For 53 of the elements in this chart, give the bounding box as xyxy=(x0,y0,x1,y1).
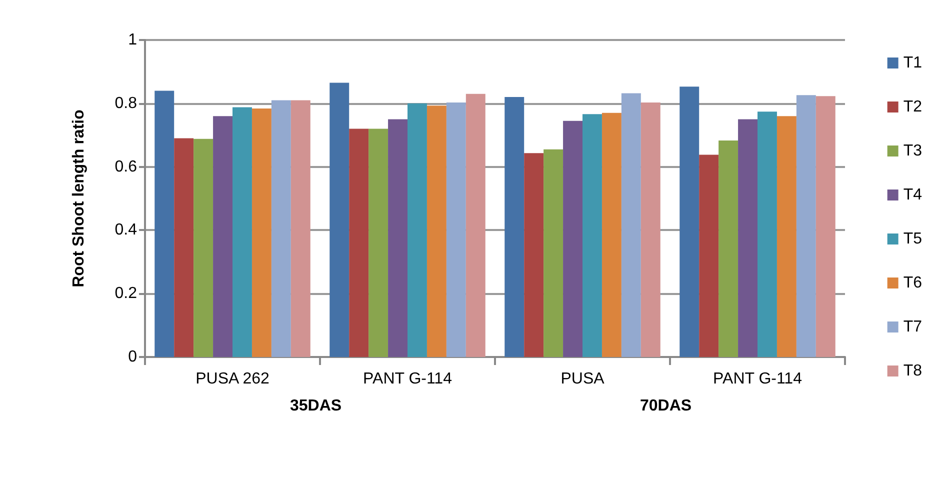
text: 70DAS xyxy=(640,398,692,414)
bar xyxy=(582,114,602,357)
x-tick-label: PANT G-114 xyxy=(713,370,802,388)
bar xyxy=(699,154,719,357)
y-tick-label: 0.4 xyxy=(114,222,138,239)
legend-label: T6 xyxy=(903,274,922,292)
bar xyxy=(621,93,641,357)
y-axis-title: Root Shoot length ratio xyxy=(70,109,88,288)
x-tick-label: PUSA xyxy=(560,370,605,388)
text: 35DAS xyxy=(290,398,342,414)
bar xyxy=(368,128,388,357)
bar xyxy=(563,120,582,357)
bar xyxy=(602,112,622,357)
bar xyxy=(524,153,544,357)
bar xyxy=(816,96,836,357)
y-tick-label: 0.8 xyxy=(114,94,138,112)
bar xyxy=(426,106,446,357)
bar xyxy=(640,102,660,357)
bar xyxy=(213,116,232,357)
bar xyxy=(252,108,272,357)
bar xyxy=(290,100,310,357)
legend-label: T2 xyxy=(903,98,922,116)
bar xyxy=(776,116,796,357)
bar xyxy=(796,95,816,357)
legend-label: T5 xyxy=(903,230,922,248)
bar xyxy=(330,82,350,357)
bar xyxy=(544,149,564,357)
y-tick-label: 0.2 xyxy=(114,285,138,302)
legend-label: T3 xyxy=(903,142,922,160)
legend-label: T8 xyxy=(903,362,922,380)
legend-label: T1 xyxy=(903,54,922,72)
y-tick-label: 1 xyxy=(128,32,138,48)
bar xyxy=(154,90,174,357)
bar xyxy=(408,103,427,357)
bar xyxy=(680,86,700,357)
bar xyxy=(232,107,252,357)
y-tick-label: 0.6 xyxy=(114,158,138,176)
bar xyxy=(504,97,524,357)
bar xyxy=(271,100,291,357)
bar xyxy=(738,119,758,357)
legend-label: T7 xyxy=(903,318,922,336)
x-tick-label: PANT G-114 xyxy=(363,370,452,388)
bar xyxy=(349,128,369,357)
bar xyxy=(466,94,486,357)
bar xyxy=(758,112,777,357)
y-tick-label: 0 xyxy=(128,348,138,366)
bar xyxy=(194,138,214,357)
bar xyxy=(446,102,466,357)
bar xyxy=(388,119,408,357)
legend-label: T4 xyxy=(903,186,922,204)
x-tick-label: PUSA 262 xyxy=(196,370,270,388)
bar xyxy=(174,138,194,357)
bar xyxy=(718,140,738,357)
